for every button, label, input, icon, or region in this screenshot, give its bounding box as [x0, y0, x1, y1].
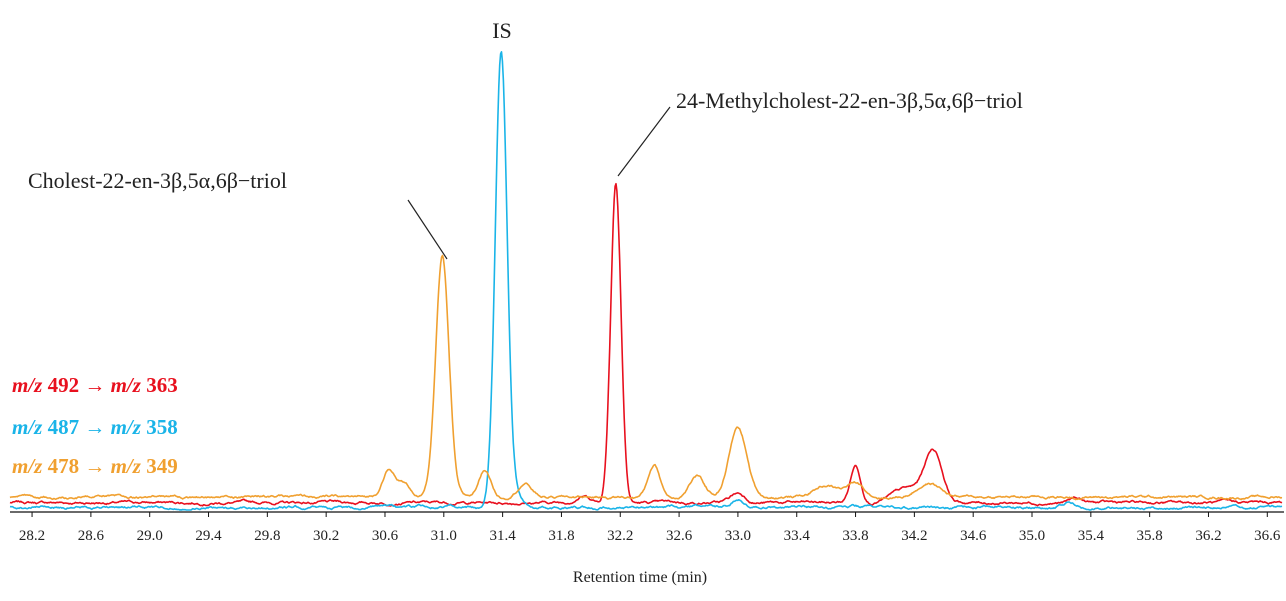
series-line [9, 182, 1283, 507]
series-layer [9, 51, 1283, 511]
legend-478-mz1-value: 478 [48, 454, 80, 478]
x-tick-label: 31.4 [489, 528, 516, 544]
annotation-leader-methylcholest [617, 106, 671, 177]
legend-487-mz1-value: 487 [48, 415, 80, 439]
x-tick-label: 35.0 [1019, 528, 1045, 544]
legend-478-mz2-value: 349 [146, 454, 178, 478]
legend-478-mz1-label: m/z [12, 454, 43, 478]
legend-478-mz2-label: m/z [111, 454, 142, 478]
x-tick-label: 31.8 [548, 528, 574, 544]
legend-492-mz1-value: 492 [48, 373, 80, 397]
x-tick-label: 29.0 [137, 528, 163, 544]
x-tick-label: 28.6 [78, 528, 105, 544]
x-tick-label: 29.8 [254, 528, 280, 544]
annotations: IS 24-Methylcholest-22-en-3β,5α,6β−triol… [28, 18, 1023, 260]
x-tick-label: 35.8 [1137, 528, 1163, 544]
legend-487-mz2-value: 358 [146, 415, 178, 439]
annotation-leader-cholest [407, 199, 448, 260]
x-tick-label: 33.0 [725, 528, 751, 544]
x-tick-label: 36.2 [1195, 528, 1221, 544]
x-axis-title: Retention time (min) [573, 569, 707, 586]
x-tick-label: 32.6 [666, 528, 693, 544]
x-tick-label: 33.4 [784, 528, 811, 544]
series-line [9, 254, 1283, 501]
x-tick-label: 28.2 [19, 528, 45, 544]
x-tick-label: 33.8 [842, 528, 868, 544]
annotation-is: IS [492, 18, 512, 43]
x-tick-label: 30.6 [372, 528, 399, 544]
x-tick-label: 30.2 [313, 528, 339, 544]
x-tick-label: 29.4 [195, 528, 222, 544]
legend-entry-478: m/z 478 → m/z 349 [12, 454, 178, 478]
legend-492-mz1-label: m/z [12, 373, 43, 397]
legend-entry-487: m/z 487 → m/z 358 [12, 415, 178, 439]
x-tick-label: 36.6 [1254, 528, 1281, 544]
x-tick-label: 34.6 [960, 528, 987, 544]
annotation-cholest: Cholest-22-en-3β,5α,6β−triol [28, 168, 287, 193]
x-tick-label: 35.4 [1078, 528, 1105, 544]
legend: m/z 492 → m/z 363 m/z 487 → m/z 358 m/z … [12, 373, 178, 478]
legend-487-mz2-label: m/z [111, 415, 142, 439]
legend-478-arrow: → [84, 454, 105, 478]
x-tick-label: 32.2 [607, 528, 633, 544]
legend-entry-492: m/z 492 → m/z 363 [12, 373, 178, 397]
legend-487-mz1-label: m/z [12, 415, 43, 439]
x-axis-ticks: 28.2 28.6 29.0 29.4 29.8 30.2 30.6 31.0 31.4 31.8… [19, 512, 1281, 544]
series-line [9, 51, 1283, 511]
x-tick-label: 31.0 [431, 528, 457, 544]
legend-492-arrow: → [84, 373, 105, 397]
x-tick-label: 34.2 [901, 528, 927, 544]
legend-487-arrow: → [84, 415, 105, 439]
legend-492-mz2-label: m/z [111, 373, 142, 397]
legend-492-mz2-value: 363 [146, 373, 178, 397]
annotation-methylcholest: 24-Methylcholest-22-en-3β,5α,6β−triol [676, 88, 1023, 113]
